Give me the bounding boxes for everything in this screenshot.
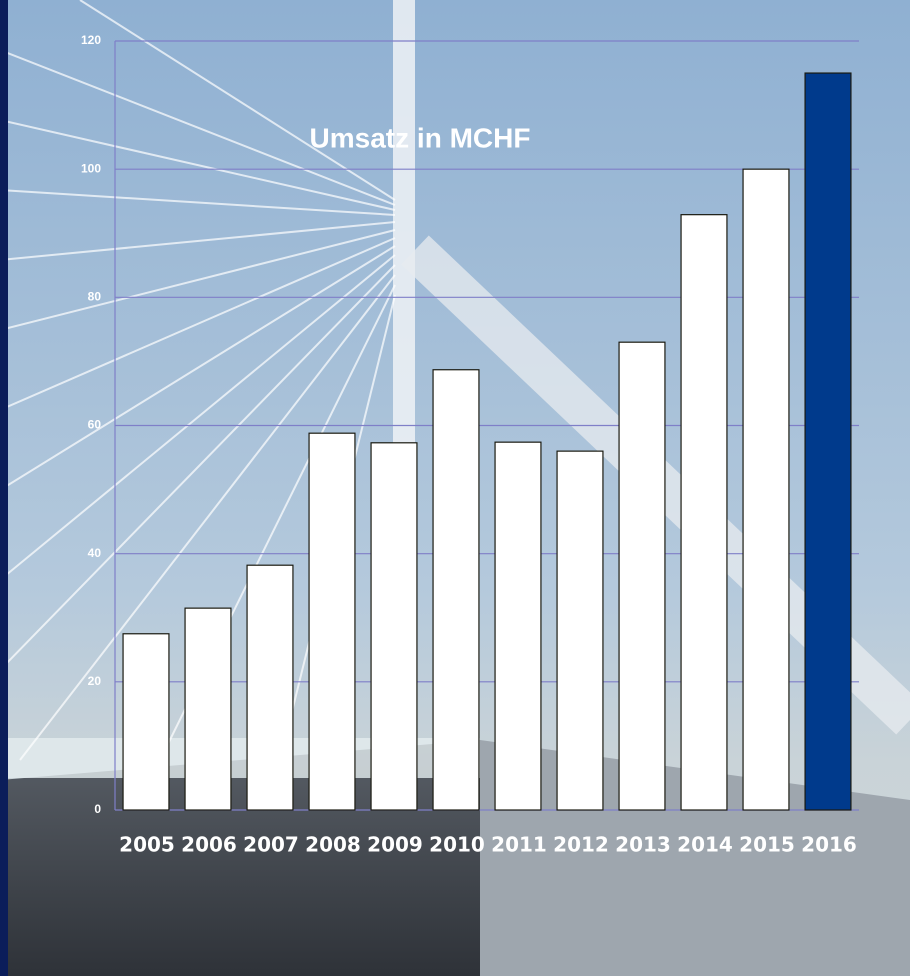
bar xyxy=(742,168,790,811)
x-tick-label: 2012 xyxy=(553,833,609,857)
y-tick-label: 80 xyxy=(88,290,102,304)
x-tick-label: 2009 xyxy=(367,833,423,857)
bar xyxy=(680,214,728,811)
bar xyxy=(246,564,294,811)
x-tick-label: 2007 xyxy=(243,833,299,857)
x-tick-label: 2010 xyxy=(429,833,485,857)
bar xyxy=(494,441,542,811)
x-tick-label: 2005 xyxy=(119,833,175,857)
bar xyxy=(184,607,232,811)
x-tick-label: 2008 xyxy=(305,833,361,857)
y-tick-label: 120 xyxy=(81,33,101,47)
y-tick-label: 40 xyxy=(88,546,102,560)
bar xyxy=(432,369,480,811)
bar xyxy=(370,442,418,811)
x-tick-label: 2013 xyxy=(615,833,671,857)
bar xyxy=(122,633,170,811)
x-tick-label: 2011 xyxy=(491,833,547,857)
bar xyxy=(804,72,852,811)
x-tick-label: 2014 xyxy=(677,833,733,857)
x-tick-label: 2016 xyxy=(801,833,857,857)
bar xyxy=(556,450,604,811)
x-tick-label: 2015 xyxy=(739,833,795,857)
y-tick-label: 100 xyxy=(81,161,101,175)
y-tick-label: 20 xyxy=(88,674,102,688)
chart-title: Umsatz in MCHF xyxy=(310,122,531,153)
y-tick-label: 0 xyxy=(94,802,101,816)
y-tick-label: 60 xyxy=(88,418,102,432)
x-tick-label: 2006 xyxy=(181,833,237,857)
bar xyxy=(618,341,666,811)
bar xyxy=(308,432,356,811)
